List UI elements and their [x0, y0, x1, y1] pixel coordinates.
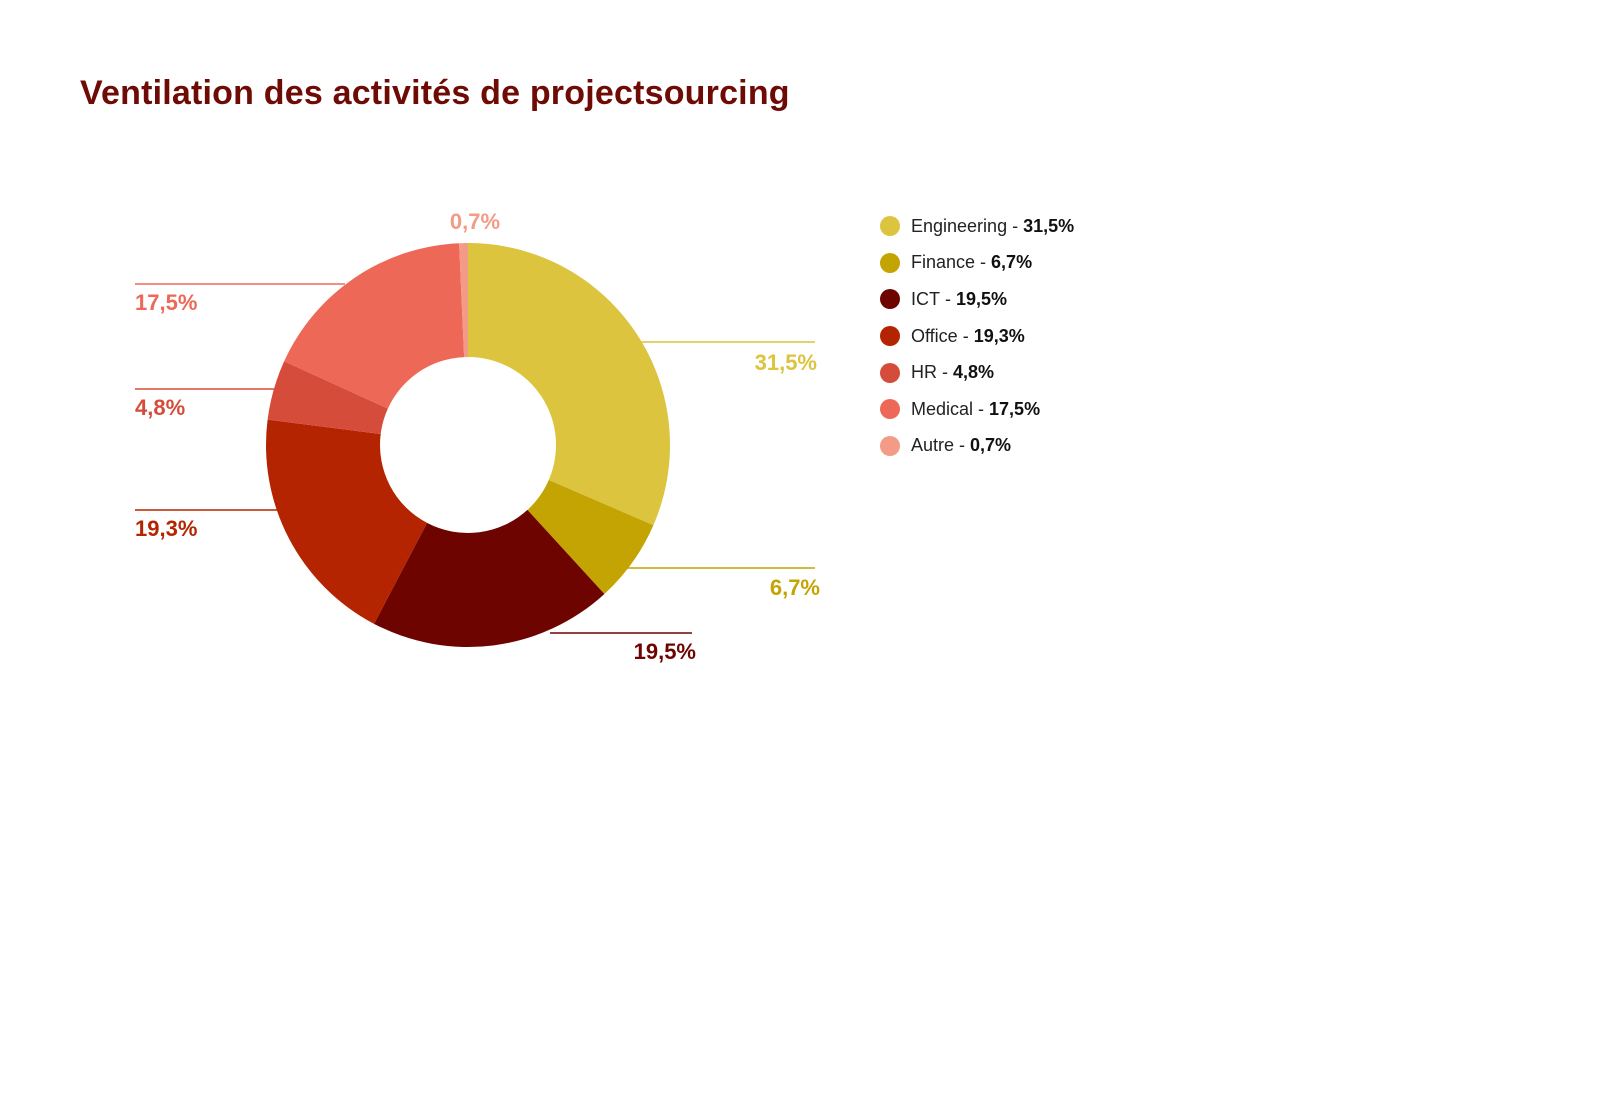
legend-separator: -	[959, 435, 966, 456]
slice-label-autre: 0,7%	[450, 209, 500, 234]
slice-label-office: 19,3%	[135, 516, 197, 541]
legend-label: Engineering	[911, 215, 1008, 236]
legend-separator: -	[978, 398, 985, 419]
legend-value: 6,7%	[991, 252, 1033, 273]
legend-label: ICT	[911, 288, 940, 309]
legend-swatch	[880, 326, 900, 347]
legend-swatch	[880, 252, 900, 273]
legend-swatch	[880, 216, 900, 237]
slice-label-medical: 17,5%	[135, 290, 197, 315]
legend-label: Finance	[911, 252, 976, 273]
leader-lines	[135, 283, 815, 634]
legend-item-medical: Medical -17,5%	[880, 391, 1074, 428]
legend-value: 4,8%	[953, 362, 995, 383]
legend-value: 19,5%	[956, 288, 1008, 309]
slice-office	[266, 419, 428, 624]
legend-separator: -	[945, 288, 951, 309]
legend-swatch	[880, 399, 900, 420]
slice-label-hr: 4,8%	[135, 395, 185, 420]
legend-item-hr: HR -4,8%	[880, 354, 1074, 391]
legend-item-autre: Autre -0,7%	[880, 428, 1074, 465]
legend-separator: -	[942, 362, 948, 383]
slice-engineering	[468, 243, 670, 526]
slice-autre	[459, 243, 468, 358]
slice-label-finance: 6,7%	[770, 575, 820, 600]
legend-value: 0,7%	[970, 435, 1012, 456]
legend-item-finance: Finance -6,7%	[880, 245, 1074, 282]
legend-value: 19,3%	[973, 325, 1025, 346]
legend-separator: -	[980, 252, 987, 273]
donut-slices	[266, 243, 670, 647]
slice-ict	[374, 509, 605, 647]
legend-value: 31,5%	[1023, 215, 1075, 236]
chart-legend: Engineering -31,5% Finance -6,7% ICT -19,5% Of…	[880, 208, 1074, 464]
legend-swatch	[880, 289, 900, 310]
legend-label: Autre	[911, 435, 955, 456]
legend-swatch	[880, 362, 900, 383]
slice-label-ict: 19,5%	[634, 639, 696, 664]
legend-item-ict: ICT -19,5%	[880, 281, 1074, 318]
slice-finance	[527, 479, 654, 594]
slice-label-engineering: 31,5%	[755, 350, 817, 375]
legend-swatch	[880, 435, 900, 456]
slice-hr	[267, 361, 388, 434]
legend-separator: -	[1012, 215, 1019, 236]
chart-title: Ventilation des activités de projectsour…	[80, 74, 790, 112]
legend-label: Medical	[911, 398, 974, 419]
legend-value: 17,5%	[989, 398, 1041, 419]
legend-label: HR	[911, 362, 937, 383]
legend-label: Office	[911, 325, 958, 346]
legend-item-office: Office -19,3%	[880, 318, 1074, 355]
legend-item-engineering: Engineering -31,5%	[880, 208, 1074, 245]
slice-medical	[284, 243, 465, 409]
slice-labels: 31,5% 6,7% 19,5% 19,3% 4,8% 17,5% 0,7%	[135, 209, 820, 664]
legend-separator: -	[962, 325, 969, 346]
